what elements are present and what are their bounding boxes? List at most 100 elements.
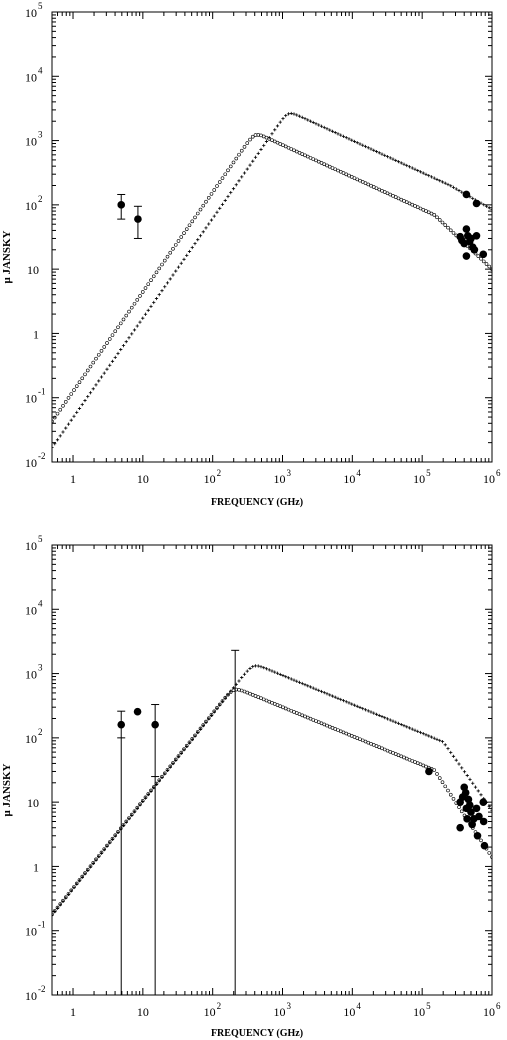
model-point-plus	[292, 112, 296, 116]
x-tick-label: 10	[483, 1005, 495, 1019]
model-point-circle	[223, 172, 228, 177]
model-point-plus	[446, 747, 450, 751]
model-point-circle	[165, 254, 170, 259]
model-point-plus	[336, 696, 340, 700]
model-point-circle	[140, 290, 145, 294]
model-point-plus	[176, 755, 181, 759]
y-tick-label: 1	[33, 327, 39, 341]
model-point-plus	[99, 851, 104, 855]
y-tick-label: 10	[25, 199, 37, 213]
model-point-plus	[308, 685, 313, 689]
y-tick-exponent: 4	[38, 65, 43, 75]
model-point-circle	[157, 266, 162, 271]
model-point-plus	[328, 693, 332, 697]
model-point-plus	[421, 171, 425, 175]
model-point-plus	[88, 865, 93, 869]
model-point-plus	[185, 744, 189, 748]
model-point-plus	[482, 203, 486, 207]
model-point-plus	[311, 120, 315, 125]
model-point-plus	[127, 336, 131, 340]
y-tick-label: 10	[25, 456, 37, 470]
model-point-circle	[52, 419, 54, 424]
model-point-plus	[58, 903, 62, 907]
data-point	[462, 225, 471, 233]
model-point-plus	[171, 761, 175, 766]
model-point-plus	[275, 671, 280, 675]
model-point-plus	[146, 308, 150, 312]
model-point-plus	[341, 699, 346, 703]
model-point-plus	[130, 332, 134, 336]
model-point-plus	[86, 395, 90, 399]
model-point-plus	[273, 670, 277, 674]
model-point-plus	[143, 796, 148, 800]
model-point-plus	[135, 324, 139, 328]
model-point-plus	[75, 410, 79, 414]
model-point-plus	[407, 726, 412, 730]
model-point-circle	[149, 278, 153, 282]
model-point-plus	[152, 300, 156, 305]
model-point-plus	[196, 730, 200, 735]
model-point-circle	[435, 772, 439, 776]
model-point-circle	[127, 309, 131, 314]
model-point-plus	[245, 167, 249, 171]
model-point-plus	[135, 806, 139, 810]
model-point-circle	[440, 220, 445, 225]
y-tick-exponent: -2	[38, 984, 46, 994]
model-point-plus	[399, 722, 403, 727]
model-point-circle	[212, 188, 217, 192]
model-point-plus	[262, 143, 266, 148]
model-point-circle	[195, 211, 200, 216]
x-axis-title: FREQUENCY (GHz)	[211, 1028, 303, 1039]
model-point-plus	[325, 127, 329, 131]
model-point-plus	[446, 182, 450, 187]
data-point	[117, 201, 126, 209]
model-point-plus	[270, 669, 274, 673]
model-point-plus	[226, 194, 230, 199]
model-point-circle	[198, 207, 203, 212]
model-point-plus	[295, 679, 299, 683]
data-point	[479, 250, 488, 259]
model-point-plus	[223, 198, 227, 203]
model-point-plus	[449, 750, 453, 755]
model-point-plus	[303, 683, 307, 687]
model-point-plus	[435, 737, 439, 741]
x-tick-label: 1	[70, 1005, 76, 1019]
model-point-plus	[347, 137, 351, 141]
model-point-circle	[88, 364, 93, 369]
model-point-circle	[102, 345, 107, 349]
model-point-circle	[66, 396, 71, 400]
model-point-circle	[476, 254, 481, 258]
model-point-plus	[421, 732, 425, 736]
data-point	[463, 815, 471, 823]
model-point-plus	[306, 118, 310, 122]
model-point-plus	[300, 115, 304, 120]
data-point	[479, 817, 488, 826]
model-point-plus	[234, 183, 238, 187]
model-point-circle	[484, 262, 489, 266]
model-point-plus	[468, 777, 472, 782]
model-point-plus	[80, 875, 84, 879]
model-point-plus	[157, 779, 161, 783]
model-point-plus	[314, 122, 318, 126]
model-point-plus	[374, 149, 379, 154]
model-point-plus	[116, 351, 120, 356]
model-point-plus	[377, 713, 381, 718]
model-point-circle	[121, 317, 126, 322]
model-point-plus	[251, 665, 255, 669]
model-point-plus	[427, 174, 431, 178]
model-point-plus	[215, 706, 219, 711]
model-point-plus	[399, 161, 403, 165]
model-point-plus	[75, 882, 79, 886]
model-point-plus	[487, 206, 491, 210]
model-curve-plus	[52, 111, 492, 450]
model-point-plus	[77, 879, 82, 883]
model-point-circle	[74, 384, 79, 388]
model-point-circle	[479, 838, 483, 843]
model-point-plus	[182, 748, 186, 752]
model-point-plus	[240, 175, 244, 179]
model-point-plus	[402, 162, 406, 166]
model-point-circle	[176, 239, 181, 243]
model-point-plus	[264, 139, 269, 144]
model-point-plus	[52, 913, 54, 917]
